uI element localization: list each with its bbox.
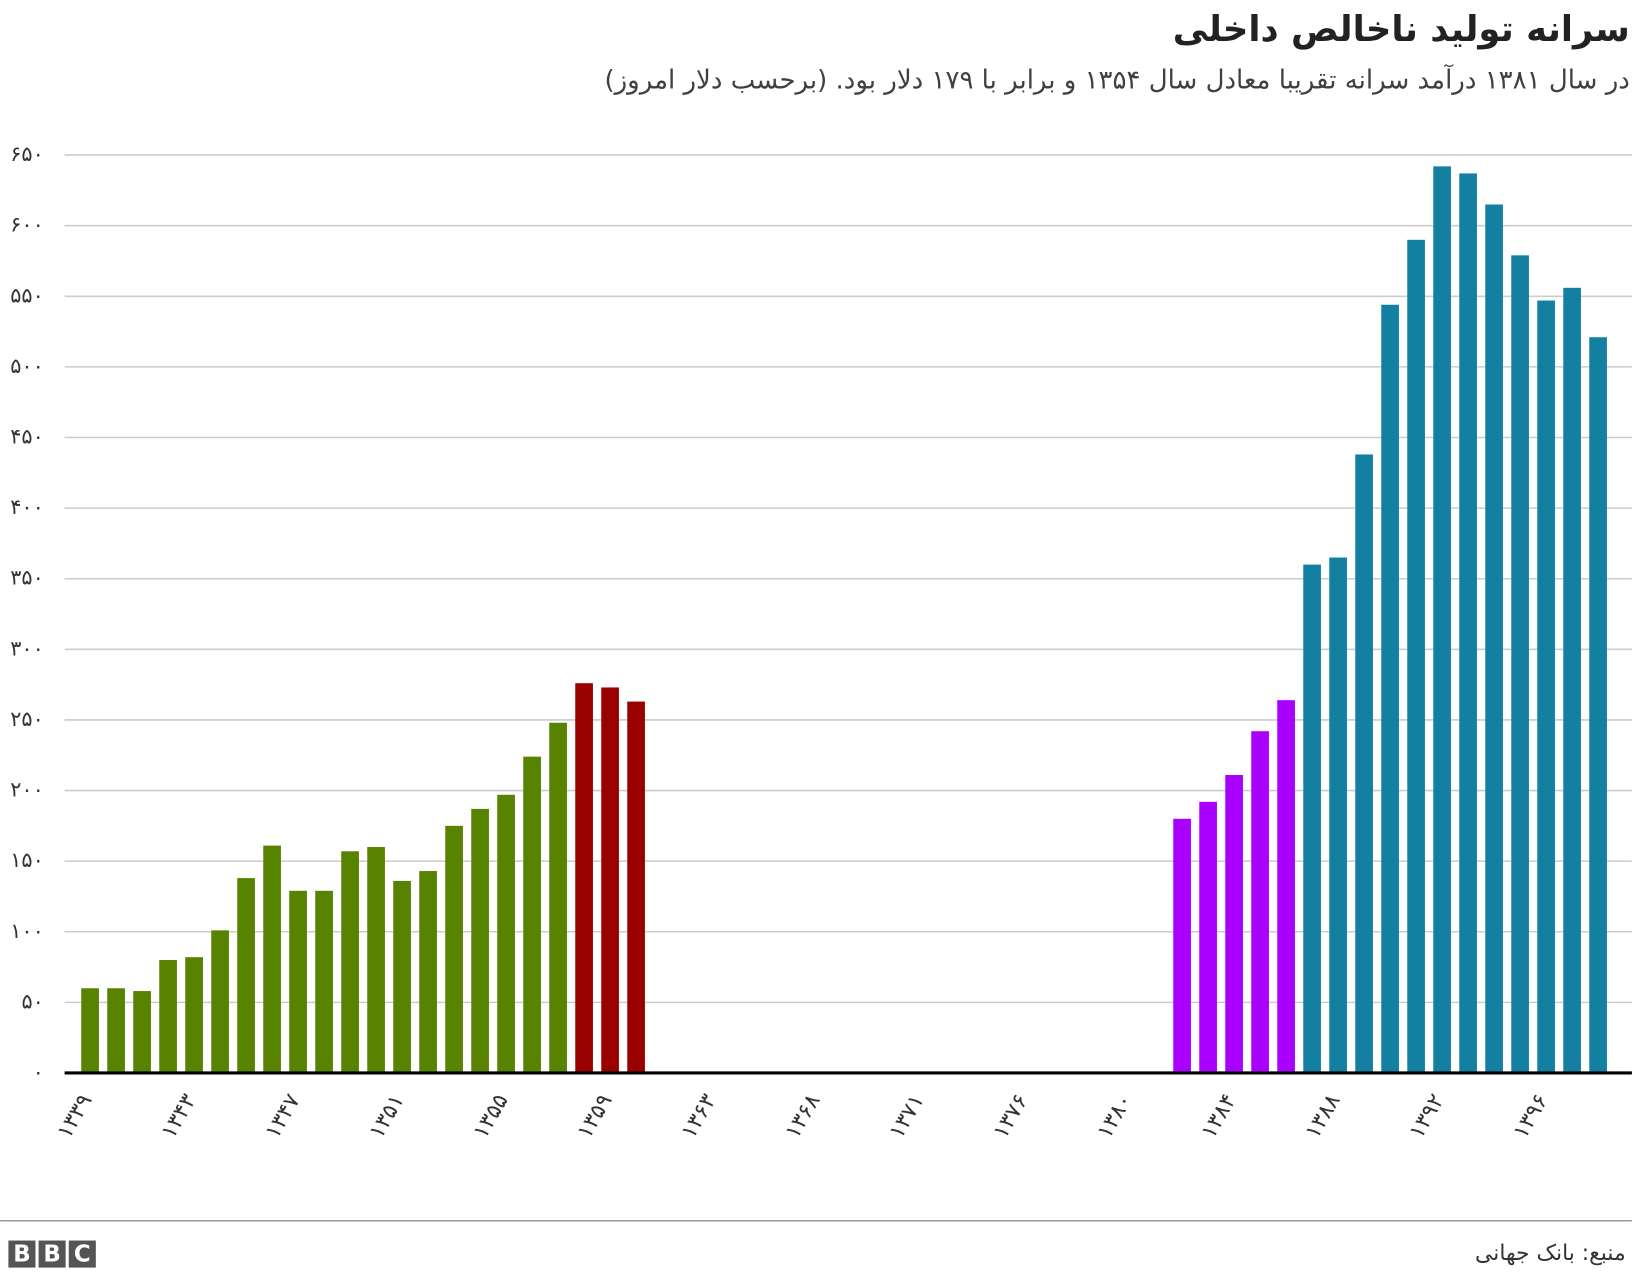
y-tick-label: ۱۵۰ bbox=[10, 848, 44, 872]
bar bbox=[1355, 454, 1373, 1073]
bar bbox=[549, 722, 567, 1073]
bar bbox=[263, 845, 281, 1073]
bar bbox=[1277, 700, 1295, 1073]
logo-letter: B bbox=[13, 1242, 30, 1268]
y-tick-label: ۲۰۰ bbox=[10, 778, 44, 802]
y-tick-label: ۶۰۰ bbox=[10, 213, 44, 237]
bar bbox=[445, 825, 463, 1073]
bar bbox=[341, 851, 359, 1073]
bar bbox=[237, 878, 255, 1073]
bar bbox=[1225, 775, 1243, 1073]
x-tick-label: ۱۳۸۰ bbox=[1093, 1090, 1138, 1143]
x-tick-label: ۱۳۴۷ bbox=[261, 1090, 306, 1143]
y-tick-label: ۳۰۰ bbox=[10, 636, 44, 660]
y-tick-label: ۰ bbox=[33, 1060, 44, 1084]
bar bbox=[393, 880, 411, 1073]
bar bbox=[471, 808, 489, 1073]
bar bbox=[81, 988, 99, 1073]
x-tick-label: ۱۳۴۳ bbox=[157, 1090, 202, 1143]
source: منبع: بانک جهانی bbox=[1475, 1241, 1626, 1266]
bar bbox=[627, 701, 645, 1073]
y-tick-label: ۶۵۰ bbox=[10, 142, 44, 166]
logo bbox=[8, 1240, 96, 1268]
chart-subtitle: در سال ۱۳۸۱ درآمد سرانه تقریبا معادل سال… bbox=[604, 64, 1629, 96]
bar bbox=[1563, 287, 1581, 1073]
bar bbox=[1433, 166, 1451, 1073]
bar bbox=[315, 890, 333, 1073]
x-tick-label: ۱۳۶۳ bbox=[677, 1090, 722, 1143]
bar bbox=[211, 930, 229, 1073]
x-tick-label: ۱۳۳۹ bbox=[53, 1090, 98, 1143]
bar bbox=[107, 988, 125, 1073]
bar bbox=[1485, 204, 1503, 1073]
y-tick-label: ۵۵۰ bbox=[10, 283, 44, 307]
x-tick-label: ۱۳۵۹ bbox=[573, 1090, 618, 1143]
bar bbox=[497, 794, 515, 1073]
x-tick-label: ۱۳۸۸ bbox=[1301, 1090, 1346, 1143]
y-tick-label: ۳۵۰ bbox=[10, 566, 44, 590]
bar bbox=[1589, 337, 1607, 1073]
bar bbox=[1511, 255, 1529, 1073]
logo-letter: C bbox=[74, 1242, 91, 1268]
bar bbox=[159, 960, 177, 1073]
bar bbox=[1381, 304, 1399, 1073]
bar bbox=[1251, 731, 1269, 1073]
bar bbox=[1303, 564, 1321, 1073]
x-tick-label: ۱۳۷۶ bbox=[989, 1090, 1034, 1143]
y-tick-label: ۴۰۰ bbox=[10, 495, 44, 519]
x-tick-label: ۱۳۶۸ bbox=[781, 1090, 826, 1143]
y-tick-label: ۱۰۰ bbox=[10, 919, 44, 943]
bar bbox=[289, 890, 307, 1073]
bar bbox=[1199, 801, 1217, 1073]
bar bbox=[1173, 818, 1191, 1073]
bar bbox=[601, 687, 619, 1073]
bar bbox=[367, 847, 385, 1073]
y-tick-label: ۲۵۰ bbox=[10, 707, 44, 731]
bar bbox=[133, 991, 151, 1073]
x-tick-label: ۱۳۹۶ bbox=[1509, 1090, 1554, 1143]
y-tick-label: ۵۰ bbox=[21, 989, 43, 1013]
bar bbox=[419, 871, 437, 1073]
x-tick-label: ۱۳۸۴ bbox=[1197, 1090, 1242, 1143]
y-tick-label: ۵۰۰ bbox=[10, 354, 44, 378]
x-tick-label: ۱۳۵۱ bbox=[365, 1090, 410, 1143]
bar bbox=[1537, 300, 1555, 1073]
bar bbox=[575, 683, 593, 1073]
bar bbox=[185, 957, 203, 1073]
logo-letter: B bbox=[43, 1242, 60, 1268]
bar bbox=[1459, 173, 1477, 1073]
chart-title: سرانه تولید ناخالص داخلی bbox=[1173, 9, 1630, 50]
bar bbox=[523, 756, 541, 1073]
bar bbox=[1407, 239, 1425, 1073]
y-tick-label: ۴۵۰ bbox=[10, 425, 44, 449]
x-tick-label: ۱۳۷۱ bbox=[885, 1090, 930, 1143]
bar bbox=[1329, 557, 1347, 1073]
x-tick-label: ۱۳۵۵ bbox=[469, 1090, 514, 1143]
x-tick-label: ۱۳۹۲ bbox=[1405, 1090, 1450, 1143]
